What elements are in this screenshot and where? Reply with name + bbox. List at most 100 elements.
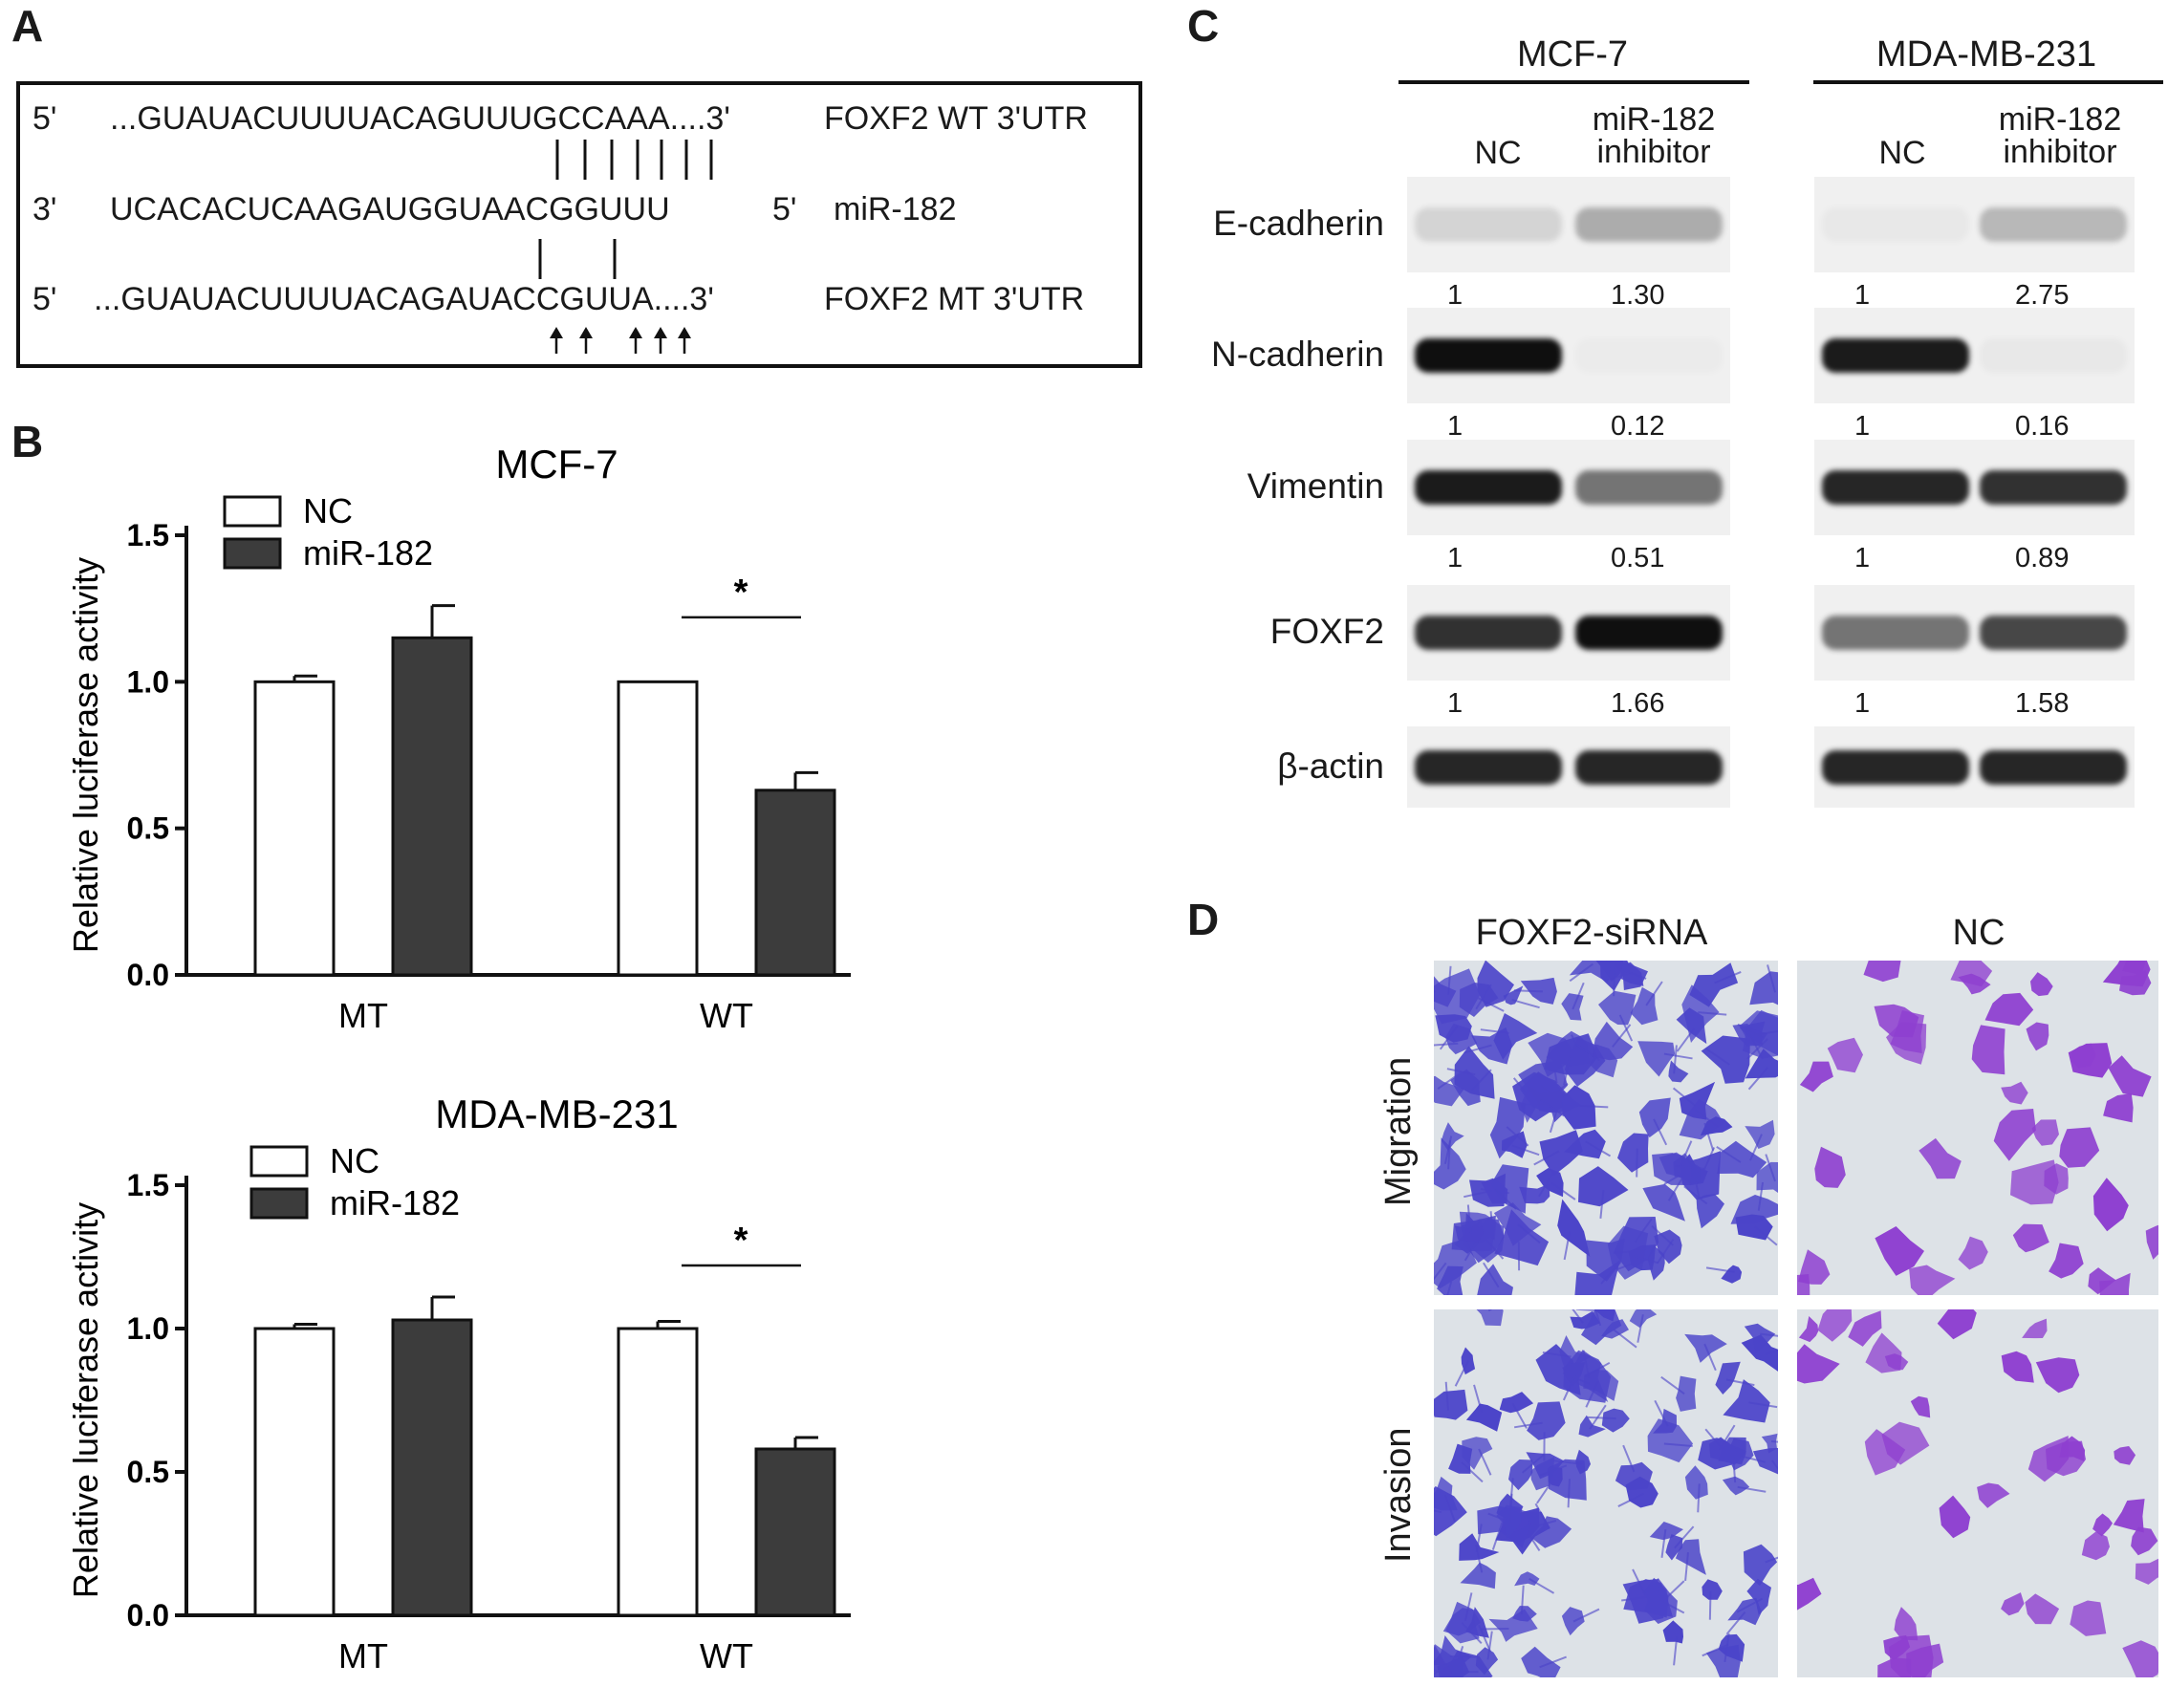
legend-swatch: [249, 1187, 309, 1220]
mutation-arrow-icon: [579, 327, 593, 354]
micrograph-nc-migration: [1797, 961, 2158, 1295]
cell-process: [1737, 1485, 1767, 1493]
stained-cell: [1557, 1199, 1591, 1257]
stained-cell: [1607, 1225, 1649, 1280]
cell-process: [1534, 1503, 1550, 1530]
cell-process: [1674, 1525, 1695, 1549]
cell-process: [1478, 997, 1505, 1012]
panel-label-c: C: [1187, 1, 1220, 51]
cell-process: [1725, 1378, 1755, 1387]
cell-process: [1587, 1416, 1616, 1420]
cell-process: [1567, 1479, 1571, 1508]
cell-process: [1506, 1126, 1529, 1147]
stained-cell: [1675, 1539, 1706, 1575]
quantification-value: 0.89: [2015, 543, 2070, 573]
cell-process: [1653, 1118, 1668, 1146]
stained-cell: [1727, 1597, 1762, 1626]
cell-line-mda: MDA-MB-231: [1875, 34, 2097, 75]
quantification-value: 2.75: [2015, 280, 2070, 311]
stained-cell: [1889, 1634, 1934, 1677]
cell-process: [1660, 1375, 1685, 1395]
stained-cell: [1827, 1037, 1863, 1073]
quantification-value: 1.66: [1611, 688, 1665, 719]
stained-cell: [1715, 1361, 1741, 1395]
stained-cell: [1544, 1033, 1598, 1075]
y-tick-label: 1.5: [127, 1168, 169, 1202]
cell-process: [1579, 1104, 1609, 1109]
stained-cell: [1721, 1265, 1743, 1284]
stained-cell: [1493, 1202, 1542, 1246]
blot-band: [1822, 470, 1969, 505]
stained-cell: [1741, 1334, 1778, 1372]
bar-nc-mt: [253, 1327, 336, 1617]
stained-cell: [2001, 1351, 2034, 1383]
x-tick-label: WT: [700, 996, 753, 1035]
cell-process: [1528, 1577, 1555, 1594]
stained-cell: [1637, 1041, 1676, 1077]
panel-label-b: B: [11, 417, 44, 466]
mutation-arrow-icon: [629, 327, 642, 354]
cell-process: [1509, 1493, 1513, 1523]
stained-cell: [2010, 1159, 2059, 1205]
cell-process: [1765, 1154, 1776, 1182]
cell-process: [1673, 1636, 1679, 1666]
blot-band: [1415, 207, 1562, 242]
stained-cell: [1539, 1130, 1583, 1177]
micrograph-sirna-migration: [1434, 961, 1778, 1295]
cell-process: [1765, 1350, 1778, 1355]
stained-cell: [2081, 1531, 2110, 1561]
cell-process: [1663, 1442, 1693, 1448]
cell-process: [1594, 1309, 1602, 1327]
cell-process: [1585, 1140, 1612, 1157]
significance-label: *: [734, 1221, 748, 1261]
luciferase-chart-mcf7: MCF-7 Relative luciferase activity 0.0 0.5 1…: [66, 442, 851, 1035]
stained-cell: [2001, 1592, 2025, 1616]
cell-process: [1589, 1404, 1607, 1430]
blot-band: [1980, 207, 2127, 242]
stained-cell: [1993, 1109, 2036, 1161]
y-tick-label: 1.0: [127, 1311, 169, 1346]
cell-process: [1478, 1448, 1492, 1476]
mutation-arrow-icon: [678, 327, 691, 354]
stained-cell: [1512, 1071, 1565, 1122]
stained-cell: [1562, 1085, 1596, 1130]
stained-cell: [2092, 1513, 2113, 1537]
stained-cell: [1679, 1098, 1724, 1140]
stained-cell: [1797, 1344, 1840, 1384]
cell-process: [1770, 1440, 1778, 1443]
stained-cell: [2114, 1446, 2136, 1465]
stained-cell: [2026, 1022, 2049, 1051]
cell-process: [1747, 1067, 1768, 1091]
cell-process: [1698, 1011, 1727, 1016]
sequence-alignment-box: [16, 81, 1142, 368]
stained-cell: [1562, 1362, 1586, 1387]
cell-process: [1446, 1281, 1453, 1295]
stained-cell: [1590, 1044, 1618, 1078]
panel-label-d: D: [1187, 895, 1220, 944]
stained-cell: [1698, 1438, 1738, 1470]
stained-cell: [1490, 1164, 1529, 1214]
cell-process: [1466, 1204, 1472, 1234]
stained-cell: [1548, 1459, 1587, 1501]
blot-band: [1575, 616, 1723, 650]
row-migration: Migration: [1378, 1056, 1419, 1206]
legend-label: NC: [330, 1141, 379, 1180]
stained-cell: [1530, 1516, 1572, 1548]
cell-process: [1705, 1266, 1735, 1273]
stained-cell: [2031, 1119, 2059, 1146]
cell-process: [1637, 1314, 1644, 1343]
stained-cell: [1569, 961, 1612, 984]
stained-cell: [2022, 1318, 2048, 1339]
cell-process: [1443, 1494, 1456, 1523]
cell-process: [1444, 1381, 1449, 1411]
cell-process: [1483, 1262, 1500, 1288]
cell-process: [1660, 1528, 1667, 1558]
cell-process: [1697, 1483, 1701, 1513]
bar-mir-182-mt: [391, 636, 473, 977]
stained-cell: [1971, 1025, 2005, 1075]
cell-process: [1613, 967, 1616, 997]
condition-nc: NC: [1474, 135, 1522, 171]
stained-cell: [1454, 1046, 1495, 1099]
legend-label: miR-182: [330, 1183, 460, 1222]
stained-cell: [1937, 1309, 1977, 1340]
